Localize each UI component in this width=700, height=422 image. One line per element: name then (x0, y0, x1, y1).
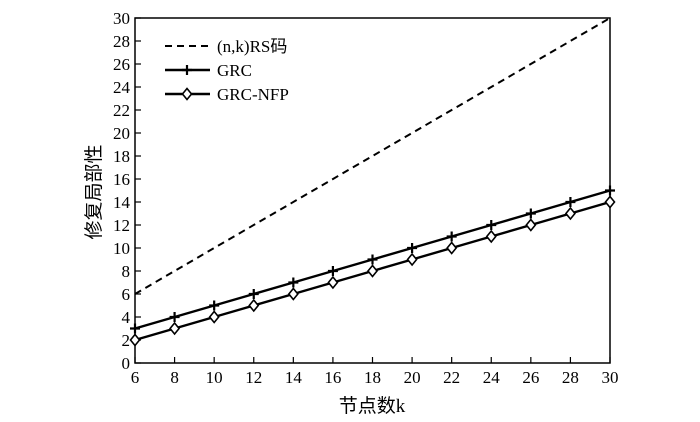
y-tick-label: 10 (113, 239, 130, 258)
series-line (134, 17, 611, 295)
x-tick-label: 20 (404, 368, 421, 387)
y-tick-label: 22 (113, 101, 130, 120)
y-tick-label: 26 (113, 55, 130, 74)
data-point (129, 333, 141, 347)
data-point (446, 241, 458, 255)
y-tick-label: 12 (113, 216, 130, 235)
y-tick-label: 18 (113, 147, 130, 166)
y-tick-label: 2 (122, 331, 131, 350)
x-tick-label: 24 (483, 368, 501, 387)
legend-label: (n,k)RS码 (217, 37, 287, 56)
series-0 (134, 17, 611, 295)
x-tick-label: 12 (245, 368, 262, 387)
data-point (485, 229, 497, 244)
data-point (209, 300, 220, 311)
data-point (605, 185, 615, 196)
series-1 (130, 185, 615, 334)
data-point (525, 208, 536, 219)
y-tick-label: 24 (113, 78, 131, 97)
x-tick-label: 28 (562, 368, 579, 387)
legend-marker (182, 65, 192, 75)
data-point (327, 266, 338, 276)
data-point (565, 197, 576, 207)
data-point (248, 289, 259, 299)
data-point (327, 275, 339, 290)
data-point (367, 254, 378, 265)
data-point (407, 243, 418, 253)
data-point (446, 231, 457, 242)
legend: (n,k)RS码 GRC GRC-NFP (165, 37, 289, 104)
y-tick-label: 16 (113, 170, 130, 189)
x-tick-label: 6 (131, 368, 140, 387)
x-tick-label: 26 (522, 368, 539, 387)
data-point (208, 310, 220, 324)
legend-marker (181, 87, 193, 101)
y-tick-label: 8 (122, 262, 131, 281)
y-tick-label: 14 (113, 193, 131, 212)
data-point (406, 252, 418, 267)
x-tick-label: 14 (285, 368, 303, 387)
y-tick-label: 20 (113, 124, 130, 143)
y-tick-label: 4 (122, 308, 131, 327)
series-2 (129, 195, 616, 347)
x-tick-label: 16 (324, 368, 341, 387)
data-point (525, 218, 537, 232)
data-point (288, 277, 299, 288)
x-tick-label: 30 (602, 368, 619, 387)
plot-area: 6 8 10 12 14 16 18 20 22 24 26 28 300246810121416182… (113, 9, 619, 387)
y-tick-label: 30 (113, 9, 130, 28)
data-point (248, 298, 260, 313)
x-axis-label: 节点数k (339, 395, 406, 417)
x-tick-label: 8 (170, 368, 179, 387)
data-point (486, 220, 497, 230)
y-tick-label: 0 (122, 354, 131, 373)
legend-label: GRC-NFP (217, 85, 289, 104)
data-point (169, 312, 180, 322)
data-point (130, 323, 140, 334)
x-tick-label: 18 (364, 368, 381, 387)
y-tick-label: 28 (113, 32, 130, 51)
data-point (169, 321, 181, 336)
data-point (604, 195, 616, 209)
data-point (287, 287, 299, 301)
x-tick-label: 22 (443, 368, 460, 387)
legend-label: GRC (217, 61, 252, 80)
x-tick-label: 10 (206, 368, 223, 387)
data-point (564, 206, 576, 221)
y-axis-label: 修复局部性 (83, 144, 105, 239)
data-point (366, 264, 379, 278)
y-tick-label: 6 (122, 285, 131, 304)
